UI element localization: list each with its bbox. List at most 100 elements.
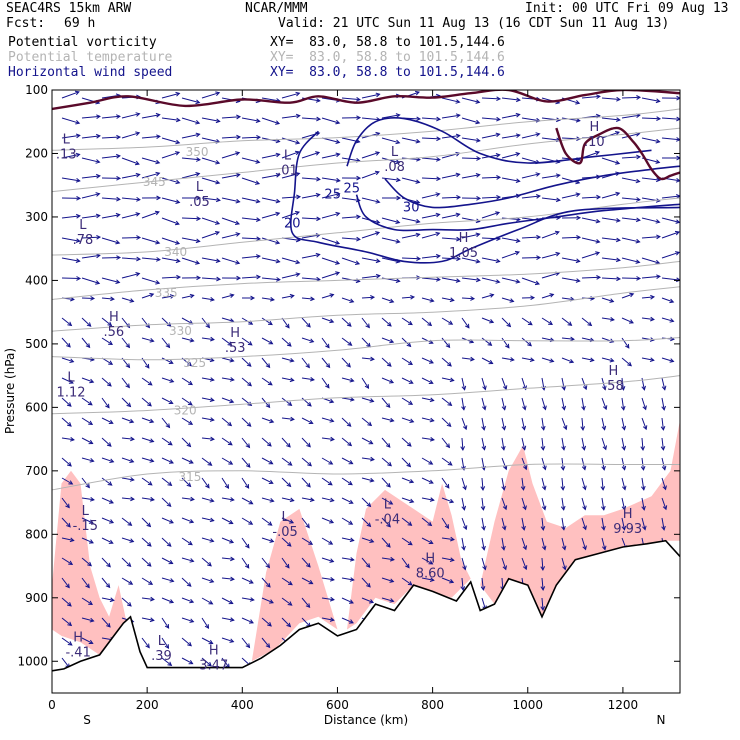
theta-label-350: 350 (186, 145, 209, 159)
wind-vector (321, 577, 334, 581)
wind-vector (141, 597, 154, 600)
wind-vector-head (310, 296, 316, 302)
wind-vector-head (149, 418, 155, 424)
wind-vector (621, 517, 625, 530)
wind-vector (161, 357, 174, 364)
wind-vector-head (415, 90, 420, 96)
wind-vector (481, 237, 501, 240)
wind-vector (601, 257, 620, 261)
wind-vector-head (325, 383, 330, 389)
wind-vector-head (255, 180, 261, 185)
theta-label-335: 335 (155, 286, 178, 300)
theta-contour-330 (52, 286, 680, 332)
wind-vector-head (429, 397, 435, 403)
wind-vector-head (155, 112, 161, 118)
wind-vector-head (521, 425, 527, 431)
wind-vector-head (501, 445, 506, 451)
wind-vector-head (549, 358, 555, 363)
wind-vector (621, 357, 632, 367)
wind-vector-head (236, 275, 242, 281)
wind-vector-head (636, 154, 642, 160)
wind-vector (261, 597, 274, 604)
wind-vector-head (209, 517, 215, 523)
wind-vector (461, 477, 467, 490)
wind-vector-head (561, 545, 567, 551)
wind-vector (401, 497, 414, 503)
wind-vector-head (628, 319, 634, 324)
wind-vector (321, 597, 334, 601)
wind-vector (261, 153, 280, 159)
wind-vector-head (315, 98, 321, 103)
wind-vector-head (455, 278, 461, 283)
wind-vector (181, 497, 194, 500)
wind-vector (321, 417, 334, 422)
wind-vector-head (575, 278, 581, 283)
wind-vector-head (125, 343, 131, 349)
wind-vector-head (96, 234, 102, 240)
wind-vector-head (245, 463, 251, 468)
wind-vector (481, 417, 485, 430)
wind-vector-head (555, 197, 561, 203)
wind-vector-head (615, 160, 621, 165)
wind-vector (441, 457, 453, 466)
wind-vector (521, 133, 540, 139)
wind-vector (461, 277, 480, 281)
wind-vector (401, 317, 413, 326)
wind-vector-head (406, 442, 412, 447)
wind-vector-head (307, 461, 312, 467)
wind-vector (421, 232, 440, 239)
wind-vector (581, 252, 600, 259)
wind-vector-head (641, 385, 646, 391)
wind-vector-head (229, 638, 235, 643)
wind-vector (121, 197, 140, 201)
wind-vector-head (435, 192, 441, 197)
wind-vector-head (136, 196, 141, 202)
wind-vector-head (85, 343, 91, 349)
wind-vector (361, 357, 374, 360)
wind-vector-head (475, 218, 481, 224)
wind-vector (261, 517, 272, 526)
wind-vector-head (655, 98, 661, 104)
wind-vector-head (549, 293, 555, 298)
wind-vector-head (641, 485, 646, 491)
wind-vector (161, 92, 180, 99)
wind-vector (401, 417, 414, 423)
wind-vector-head (166, 542, 172, 547)
wind-vector (181, 117, 200, 124)
wind-vector-head (636, 95, 642, 100)
wind-vector-head (109, 519, 115, 524)
wind-vector-head (428, 539, 434, 544)
wind-vector-head (75, 133, 81, 139)
extremum-type-11: L (281, 510, 289, 525)
wind-vector-head (147, 381, 153, 386)
wind-vector (221, 637, 234, 643)
wind-vector (281, 597, 292, 606)
wind-vector-head (329, 596, 335, 602)
wind-vector (161, 197, 180, 203)
wind-vector-head (229, 357, 235, 363)
wind-vector (501, 114, 520, 119)
wind-vector (421, 577, 434, 581)
wind-vector-head (521, 445, 527, 451)
wind-vector (561, 357, 574, 363)
wind-vector-head (196, 195, 202, 201)
wind-vector-head (169, 599, 175, 604)
wind-vector (181, 217, 201, 220)
wind-vector-head (436, 253, 441, 259)
wind-vector (161, 337, 170, 348)
wind-vector-head (649, 337, 655, 342)
x-tick-label-400: 400 (231, 698, 254, 712)
wind-vector-head (136, 235, 142, 240)
wind-vector (601, 97, 620, 100)
wind-vector-head (655, 259, 661, 265)
wind-vector (281, 497, 294, 502)
wind-vector (441, 97, 460, 103)
wind-vector (121, 377, 130, 388)
wind-vector (181, 517, 194, 523)
wind-vector-head (475, 119, 481, 125)
wind-vector (141, 477, 153, 486)
wind-vector-head (295, 210, 300, 216)
pv-shading-layer (52, 420, 680, 662)
wind-vector (361, 557, 371, 568)
wind-vector-head (209, 357, 215, 363)
